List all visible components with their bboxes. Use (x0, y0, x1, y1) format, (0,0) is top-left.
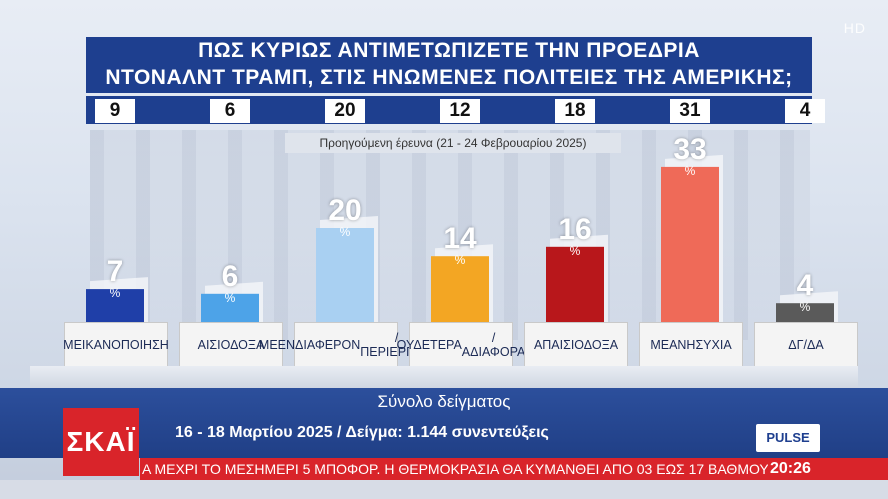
chart-title: ΠΩΣ ΚΥΡΙΩΣ ΑΝΤΙΜΕΤΩΠΙΖΕΤΕ ΤΗΝ ΠΡΟΕΔΡΙΑ Ν… (86, 37, 812, 93)
chart-title-line2: ΝΤΟΝΑΛΝΤ ΤΡΑΜΠ, ΣΤΙΣ ΗΝΩΜΕΝΕΣ ΠΟΛΙΤΕΙΕΣ … (105, 66, 793, 89)
bar-value-label: 4 (796, 269, 814, 303)
hd-badge: HD (843, 20, 866, 36)
bar-unit-label: % (799, 300, 811, 315)
previous-value: 18 (555, 99, 595, 123)
bar (431, 256, 489, 322)
pollster-logo: PULSE (756, 424, 820, 452)
category-label: ΟΥΔΕΤΕΡΑ/ΑΔΙΑΦΟΡΑ (397, 322, 525, 368)
bar-unit-label: % (569, 243, 581, 258)
bar (546, 246, 604, 322)
previous-value: 20 (325, 99, 365, 123)
chart-floor (30, 366, 858, 388)
bar (661, 166, 719, 322)
category-label: ΑΠΑΙΣΙΟΔΟΞΑ (524, 322, 628, 368)
previous-value: 9 (95, 99, 135, 123)
bar-value-label: 6 (221, 259, 239, 293)
bar-unit-label: % (224, 290, 236, 305)
bottom-strip (0, 480, 888, 499)
bar (201, 293, 259, 322)
category-label: ΜΕ ΑΝΗΣΥΧΙΑ (639, 322, 743, 368)
channel-logo: ΣΚΑΪ (63, 408, 139, 476)
previous-value: 31 (670, 99, 710, 123)
sample-title: Σύνολο δείγματος (377, 392, 511, 411)
ticker-text: Α ΜΕΧΡΙ ΤΟ ΜΕΣΗΜΕΡΙ 5 ΜΠΟΦΟΡ. Η ΘΕΡΜΟΚΡΑ… (142, 461, 768, 477)
previous-value: 6 (210, 99, 250, 123)
bar (316, 228, 374, 322)
previous-value: 4 (785, 99, 825, 123)
bar-value-label: 14 (443, 222, 477, 256)
sample-band (0, 388, 888, 458)
sample-details: 16 - 18 Μαρτίου 2025 / Δείγμα: 1.144 συν… (175, 424, 549, 441)
bar-unit-label: % (684, 163, 696, 178)
clock: 20:26 (768, 458, 888, 480)
bar-unit-label: % (109, 286, 121, 301)
bar-value-label: 7 (106, 255, 124, 289)
category-label: ΜΕ ΙΚΑΝΟΠΟΙΗΣΗ (63, 322, 169, 368)
bar-value-label: 16 (558, 212, 592, 246)
category-label: ΜΕ ΕΝΔΙΑΦΕΡΟΝ/ΠΕΡΙΕΡΓΕΙΑ (259, 322, 433, 368)
previous-value: 12 (440, 99, 480, 123)
category-label: ΔΓ/ΔΑ (754, 322, 858, 368)
bar-unit-label: % (454, 253, 466, 268)
chart-title-line1: ΠΩΣ ΚΥΡΙΩΣ ΑΝΤΙΜΕΤΩΠΙΖΕΤΕ ΤΗΝ ΠΡΟΕΔΡΙΑ (198, 39, 700, 62)
bar-unit-label: % (339, 225, 351, 239)
bar-value-label: 20 (328, 194, 362, 227)
previous-survey-label: Προηγούμενη έρευνα (21 - 24 Φεβρουαρίου … (285, 133, 621, 153)
bar (86, 289, 144, 322)
bar (776, 303, 834, 322)
bar-value-label: 33 (673, 132, 707, 166)
news-ticker: Α ΜΕΧΡΙ ΤΟ ΜΕΣΗΜΕΡΙ 5 ΜΠΟΦΟΡ. Η ΘΕΡΜΟΚΡΑ… (140, 458, 768, 480)
